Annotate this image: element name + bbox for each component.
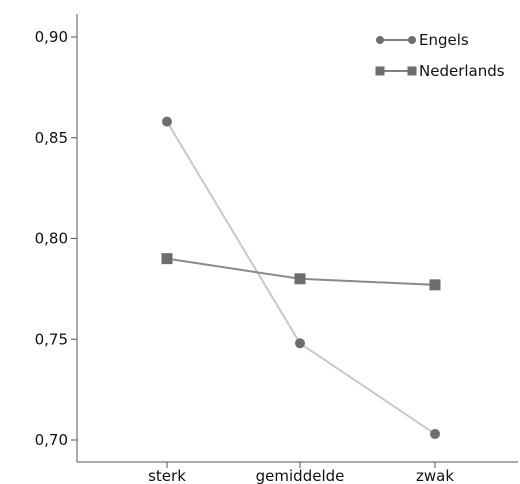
y-tick-label: 0,80	[35, 230, 68, 248]
data-point-engels	[162, 116, 172, 127]
x-tick-label: zwak	[416, 467, 454, 484]
data-point-nederlands	[429, 279, 441, 291]
legend-label-engels: Engels	[419, 31, 469, 49]
data-point-engels	[295, 338, 305, 349]
data-point-nederlands	[161, 253, 173, 265]
legend-marker-engels	[408, 36, 416, 44]
x-tick-label: sterk	[148, 467, 186, 484]
data-point-engels	[430, 428, 440, 439]
y-tick-label: 0,70	[35, 431, 68, 449]
legend-label-nederlands: Nederlands	[419, 62, 505, 80]
legend: Engels Nederlands	[375, 31, 505, 80]
legend-marker-engels	[376, 36, 384, 44]
legend-marker-nederlands	[407, 66, 417, 76]
axes: 0,70 0,75 0,80 0,85 0,90 sterk gemiddelde zwak	[35, 14, 518, 484]
legend-marker-nederlands	[375, 66, 385, 76]
y-tick-label: 0,75	[35, 330, 68, 348]
x-tick-label: gemiddelde	[256, 467, 345, 484]
y-tick-label: 0,90	[35, 28, 68, 46]
y-tick-label: 0,85	[35, 129, 68, 147]
series-markers	[161, 116, 441, 439]
data-point-nederlands	[294, 273, 306, 285]
